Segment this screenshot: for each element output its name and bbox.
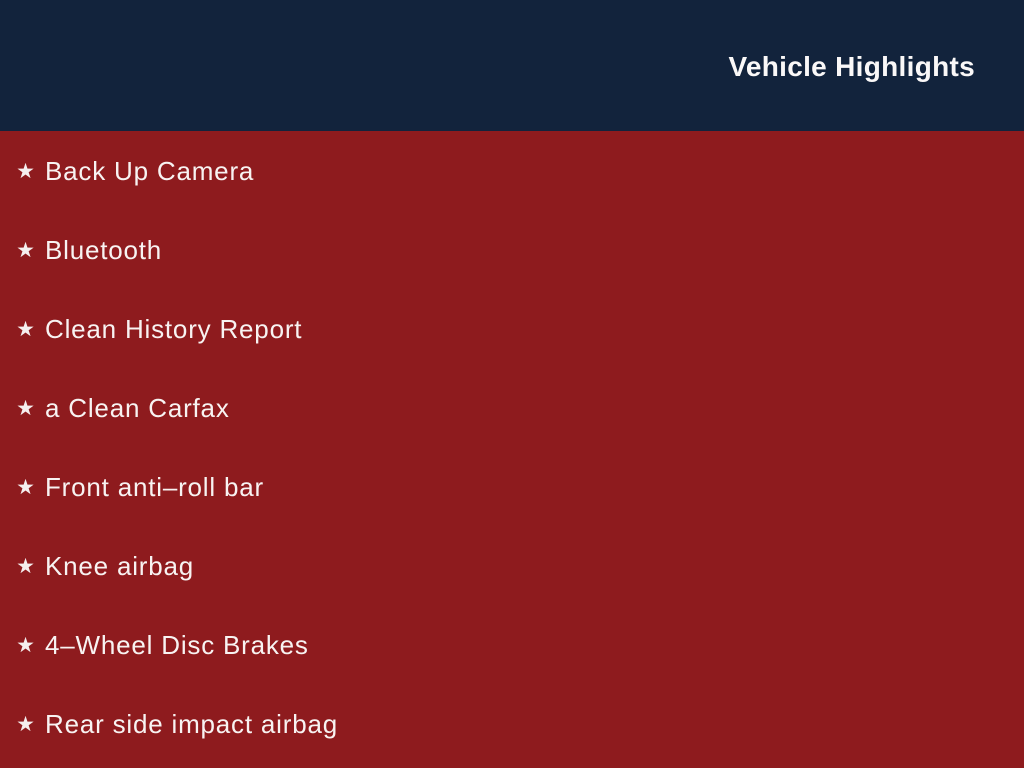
list-item: ★ 4–Wheel Disc Brakes bbox=[0, 605, 1024, 684]
list-item: ★ Knee airbag bbox=[0, 526, 1024, 605]
list-item: ★ Rear side impact airbag bbox=[0, 684, 1024, 763]
list-item-label: Clean History Report bbox=[45, 313, 303, 344]
list-item-label: Bluetooth bbox=[45, 234, 163, 265]
list-item: ★ a Clean Carfax bbox=[0, 368, 1024, 447]
star-icon: ★ bbox=[16, 238, 35, 262]
list-item: ★ Bluetooth bbox=[0, 210, 1024, 289]
list-item-label: Back Up Camera bbox=[45, 155, 255, 186]
star-icon: ★ bbox=[16, 554, 35, 578]
list-item-label: Front anti–roll bar bbox=[45, 471, 264, 502]
star-icon: ★ bbox=[16, 475, 35, 499]
slide-header: Vehicle Highlights bbox=[0, 0, 1024, 131]
list-item: ★ Back Up Camera bbox=[0, 131, 1024, 210]
star-icon: ★ bbox=[16, 396, 35, 420]
list-item-label: a Clean Carfax bbox=[45, 392, 230, 423]
list-item-label: Knee airbag bbox=[45, 550, 195, 581]
list-item-label: 4–Wheel Disc Brakes bbox=[45, 629, 309, 660]
star-icon: ★ bbox=[16, 633, 35, 657]
star-icon: ★ bbox=[16, 317, 35, 341]
list-item-label: Rear side impact airbag bbox=[45, 708, 338, 739]
star-icon: ★ bbox=[16, 712, 35, 736]
highlights-list: ★ Back Up Camera ★ Bluetooth ★ Clean His… bbox=[0, 131, 1024, 763]
star-icon: ★ bbox=[16, 159, 35, 183]
list-item: ★ Front anti–roll bar bbox=[0, 447, 1024, 526]
slide-body: ★ Back Up Camera ★ Bluetooth ★ Clean His… bbox=[0, 131, 1024, 768]
list-item: ★ Clean History Report bbox=[0, 289, 1024, 368]
page-title: Vehicle Highlights bbox=[728, 50, 975, 82]
